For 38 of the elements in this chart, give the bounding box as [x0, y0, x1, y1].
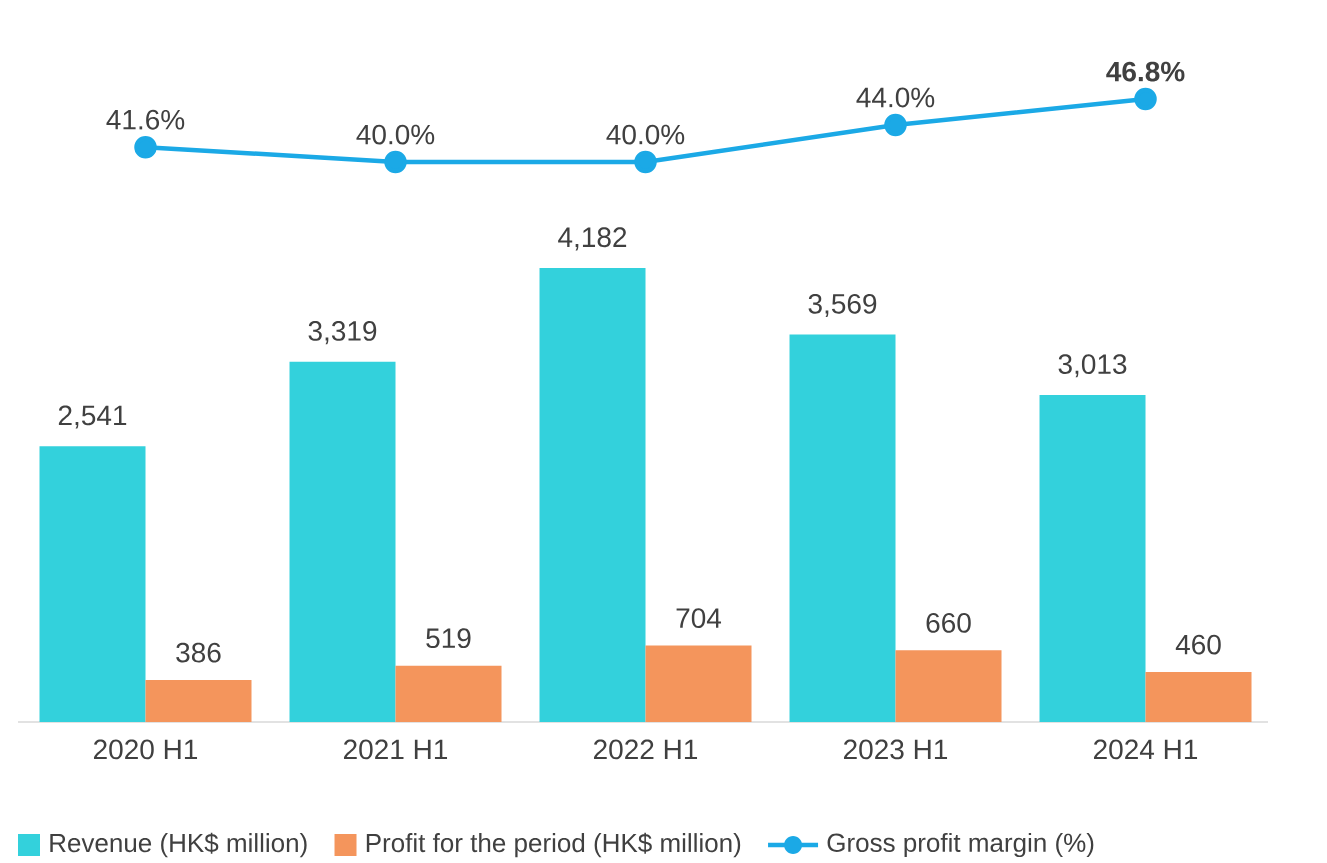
data-label: 2,541 [58, 405, 127, 429]
point [1134, 87, 1157, 111]
x-tick-label: 2024 H1 [1093, 739, 1198, 760]
data-label: 4,182 [558, 227, 627, 251]
bar [789, 334, 896, 722]
data-label: 40.0% [606, 124, 685, 145]
x-tick-label: 2021 H1 [343, 739, 448, 760]
bar [1145, 672, 1252, 722]
data-label: 519 [426, 628, 471, 649]
x-tick-label: 2023 H1 [843, 739, 948, 760]
legend-label: Gross profit margin (%) [827, 832, 1094, 858]
bar [895, 650, 1002, 722]
point [134, 135, 157, 159]
legend-label: Revenue (HK$ million) [50, 832, 307, 858]
data-label: 3,319 [308, 321, 377, 345]
bar [39, 446, 146, 722]
bar [145, 680, 252, 722]
data-label: 660 [926, 613, 971, 633]
point [384, 150, 407, 174]
x-tick-label: 2022 H1 [593, 739, 698, 760]
bar [1039, 394, 1146, 722]
data-label: 460 [1175, 634, 1221, 655]
data-label: 44.0% [856, 87, 935, 108]
data-label: 3,013 [1058, 354, 1127, 378]
data-label: 3,569 [808, 293, 877, 318]
legend-label: Profit for the period (HK$ million) [366, 832, 741, 858]
bar [645, 645, 752, 722]
point [634, 150, 657, 174]
data-label: 41.6% [106, 109, 185, 130]
point [884, 113, 907, 137]
data-label: 40.0% [356, 124, 435, 145]
x-tick-label: 2020 H1 [93, 739, 198, 760]
data-label: 46.8% [1106, 61, 1185, 82]
bar [539, 268, 646, 722]
bar [289, 361, 396, 722]
data-label: 386 [176, 642, 221, 663]
bar [395, 665, 502, 722]
data-label: 704 [676, 608, 722, 629]
